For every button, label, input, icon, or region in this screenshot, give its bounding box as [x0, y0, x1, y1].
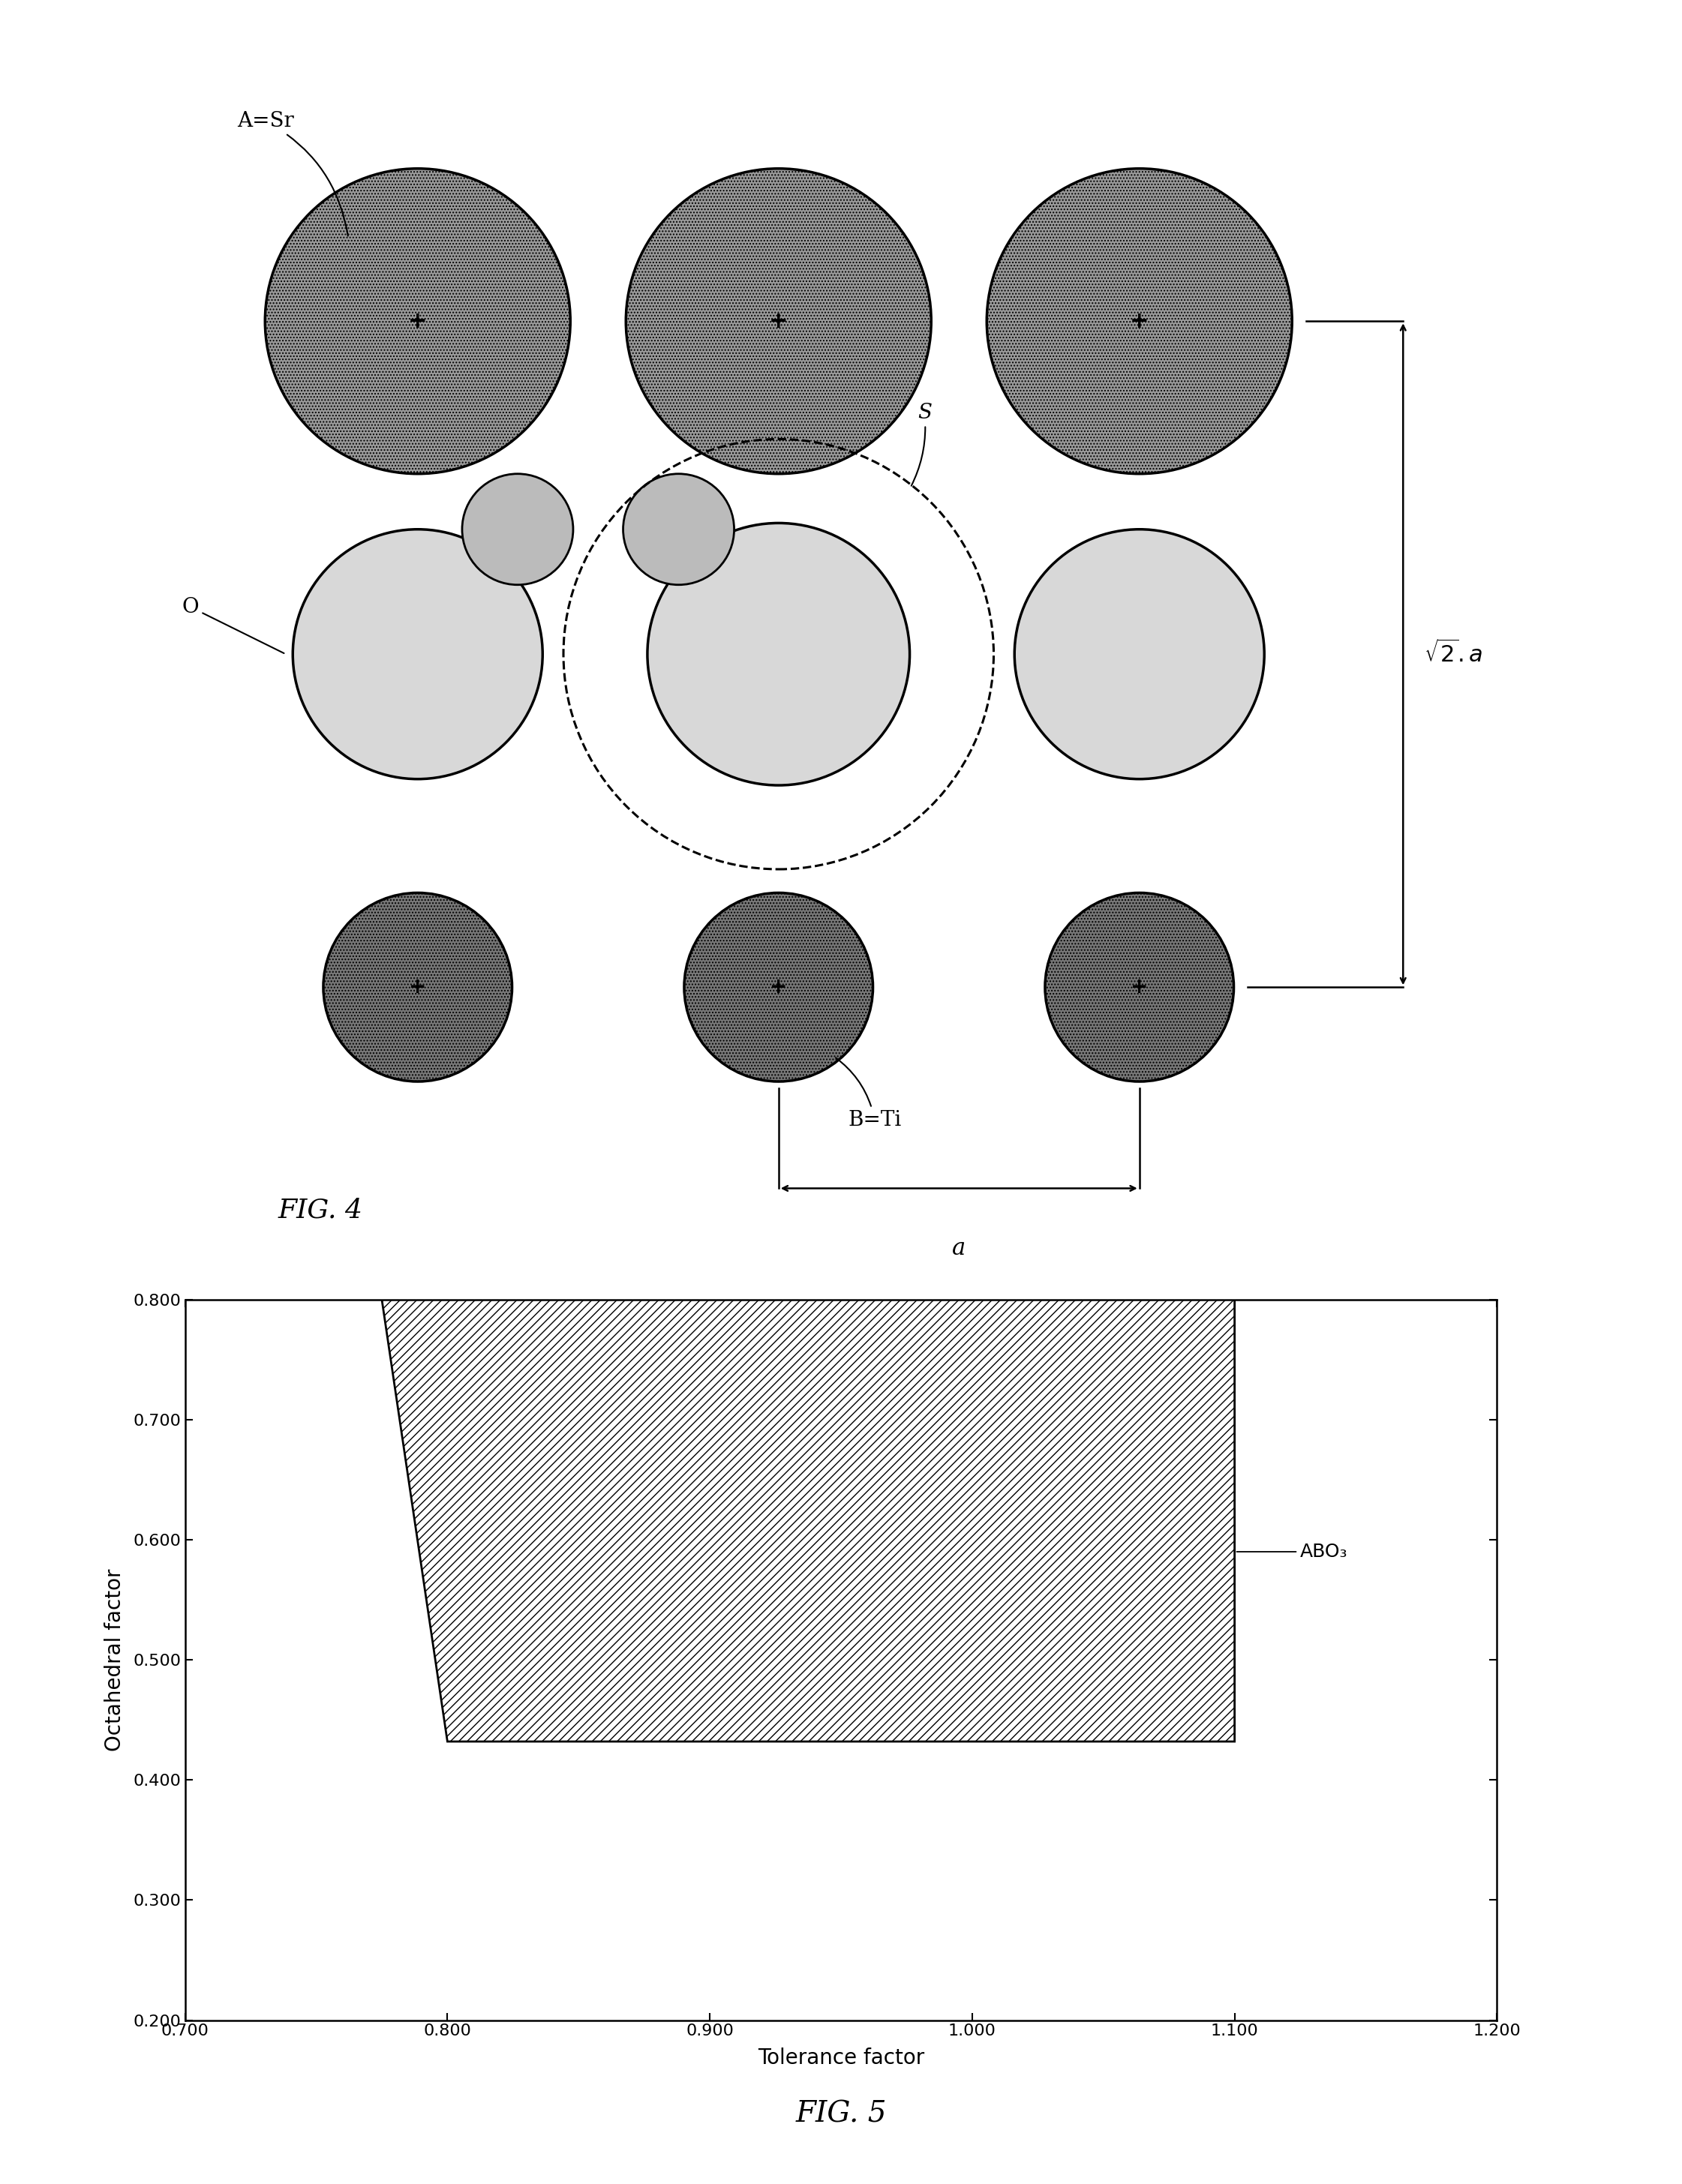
Circle shape — [1045, 893, 1235, 1081]
Text: +: + — [770, 976, 787, 998]
Text: FIG. 4: FIG. 4 — [278, 1197, 363, 1223]
Circle shape — [685, 893, 873, 1081]
Text: +: + — [409, 976, 427, 998]
Text: FIG. 5: FIG. 5 — [796, 2101, 886, 2127]
Circle shape — [266, 168, 570, 474]
Circle shape — [1014, 529, 1265, 780]
Polygon shape — [382, 1299, 1235, 1741]
Text: ABO₃: ABO₃ — [1236, 1542, 1347, 1562]
Text: +: + — [769, 310, 789, 332]
Circle shape — [293, 529, 543, 780]
Circle shape — [648, 522, 910, 786]
Text: +: + — [1130, 310, 1149, 332]
Text: B=Ti: B=Ti — [836, 1057, 902, 1131]
Circle shape — [323, 893, 511, 1081]
Text: +: + — [1130, 976, 1149, 998]
Circle shape — [626, 168, 932, 474]
Text: a: a — [952, 1236, 965, 1260]
Text: S: S — [912, 402, 932, 485]
Circle shape — [987, 168, 1292, 474]
Circle shape — [463, 474, 574, 585]
Circle shape — [622, 474, 733, 585]
Text: A=Sr: A=Sr — [237, 111, 348, 236]
Text: $\sqrt{2}.a$: $\sqrt{2}.a$ — [1425, 640, 1484, 668]
Text: +: + — [409, 310, 427, 332]
Text: O: O — [182, 596, 284, 653]
X-axis label: Tolerance factor: Tolerance factor — [757, 2046, 925, 2068]
Y-axis label: Octahedral factor: Octahedral factor — [104, 1568, 124, 1752]
